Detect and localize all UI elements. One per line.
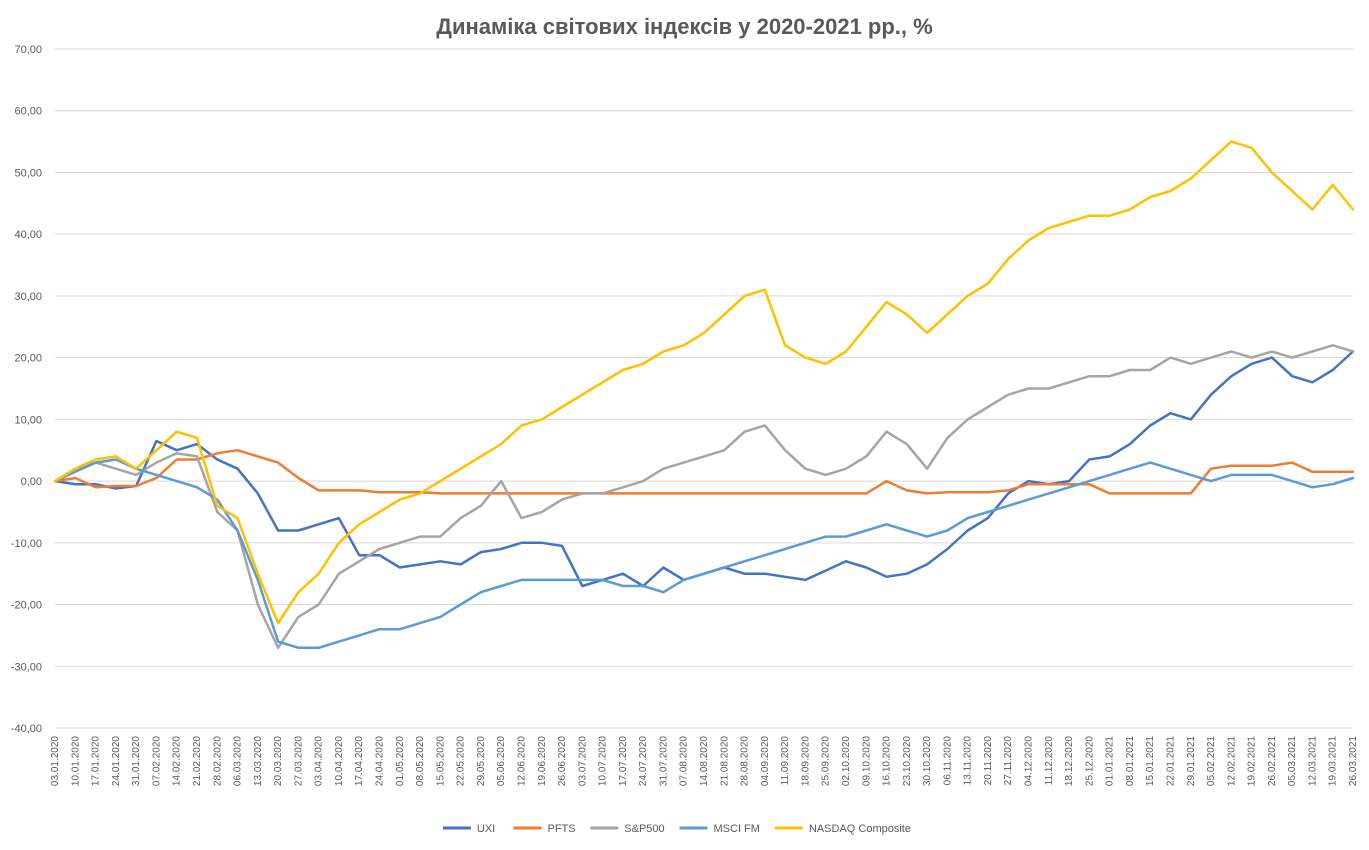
x-tick-label: 19.02.2021 — [1247, 736, 1258, 786]
x-tick-label: 15.01.2021 — [1145, 736, 1156, 786]
y-tick-label: 20,00 — [14, 353, 42, 365]
x-tick-label: 07.02.2020 — [151, 736, 162, 786]
x-tick-label: 10.07.2020 — [598, 736, 609, 786]
legend-label: NASDAQ Composite — [809, 823, 911, 835]
x-tick-label: 23.10.2020 — [902, 736, 913, 786]
legend-item: UXI — [442, 823, 495, 835]
x-tick-label: 13.11.2020 — [963, 736, 974, 786]
x-tick-label: 22.01.2021 — [1165, 736, 1176, 786]
series-lines — [53, 140, 1355, 650]
y-tick-label: 50,00 — [14, 167, 42, 179]
legend-label: MSCI FM — [714, 823, 760, 835]
x-tick-label: 28.08.2020 — [740, 736, 751, 786]
x-tick-label: 25.12.2020 — [1084, 736, 1095, 786]
x-tick-label: 02.10.2020 — [841, 736, 852, 786]
x-tick-label: 03.01.2020 — [50, 736, 61, 786]
chart-title: Динаміка світових індексів у 2020-2021 р… — [436, 14, 933, 39]
x-tick-label: 29.01.2021 — [1186, 736, 1197, 786]
x-tick-label: 05.02.2021 — [1206, 736, 1217, 786]
x-tick-label: 14.08.2020 — [699, 736, 710, 786]
x-tick-label: 24.01.2020 — [111, 736, 122, 786]
legend-item: NASDAQ Composite — [774, 823, 911, 835]
x-tick-label: 06.03.2020 — [233, 736, 244, 786]
legend: UXI PFTS S&P500 MSCI FM NASDAQ Composite — [442, 823, 911, 835]
x-tick-label: 11.12.2020 — [1044, 736, 1055, 786]
x-tick-label: 27.03.2020 — [293, 736, 304, 786]
y-tick-label: 0,00 — [21, 476, 42, 488]
x-tick-label: 31.07.2020 — [658, 736, 669, 786]
x-tick-label: 12.03.2021 — [1307, 736, 1318, 786]
x-tick-label: 26.06.2020 — [557, 736, 568, 786]
y-tick-label: -40,00 — [11, 723, 42, 735]
x-tick-label: 03.07.2020 — [577, 736, 588, 786]
x-tick-label: 17.04.2020 — [354, 736, 365, 786]
x-tick-label: 10.01.2020 — [70, 736, 81, 786]
legend-label: S&P500 — [624, 823, 664, 835]
x-tick-label: 17.01.2020 — [91, 736, 102, 786]
x-tick-label: 17.07.2020 — [618, 736, 629, 786]
legend-item: S&P500 — [590, 823, 665, 835]
y-tick-label: -30,00 — [11, 661, 42, 673]
x-tick-label: 01.01.2021 — [1105, 736, 1116, 786]
x-tick-label: 19.03.2021 — [1328, 736, 1339, 786]
x-tick-label: 03.04.2020 — [314, 736, 325, 786]
x-tick-label: 15.05.2020 — [435, 736, 446, 786]
y-tick-label: 60,00 — [14, 106, 42, 118]
x-tick-label: 20.11.2020 — [983, 736, 994, 786]
x-tick-label: 07.08.2020 — [679, 736, 690, 786]
y-tick-label: 70,00 — [14, 44, 42, 56]
legend-label: UXI — [477, 823, 495, 835]
series-line-msci-fm — [53, 458, 1355, 650]
x-tick-label: 10.04.2020 — [334, 736, 345, 786]
x-tick-label: 24.07.2020 — [638, 736, 649, 786]
x-tick-label: 14.02.2020 — [172, 736, 183, 786]
x-tick-label: 11.09.2020 — [780, 736, 791, 786]
legend-item: PFTS — [513, 823, 576, 835]
x-tick-label: 24.04.2020 — [375, 736, 386, 786]
gridlines — [55, 48, 1353, 729]
series-line-pfts — [53, 448, 1355, 495]
series-line-nasdaq-composite — [53, 140, 1355, 625]
x-tick-label: 06.11.2020 — [942, 736, 953, 786]
y-tick-label: -10,00 — [11, 538, 42, 550]
legend-item: MSCI FM — [679, 823, 760, 835]
x-tick-label: 26.03.2021 — [1348, 736, 1359, 786]
x-tick-label: 20.03.2020 — [273, 736, 284, 786]
y-tick-label: 40,00 — [14, 229, 42, 241]
series-line-s-p500 — [53, 344, 1355, 650]
x-tick-label: 31.01.2020 — [131, 736, 142, 786]
x-tick-label: 30.10.2020 — [922, 736, 933, 786]
y-tick-label: -20,00 — [11, 600, 42, 612]
x-tick-label: 04.09.2020 — [760, 736, 771, 786]
x-tick-label: 19.06.2020 — [537, 736, 548, 786]
x-tick-label: 21.08.2020 — [719, 736, 730, 786]
x-tick-label: 04.12.2020 — [1024, 736, 1035, 786]
x-tick-label: 08.01.2021 — [1125, 736, 1136, 786]
x-tick-label: 26.02.2021 — [1267, 736, 1278, 786]
x-tick-label: 28.02.2020 — [212, 736, 223, 786]
x-tick-label: 01.05.2020 — [395, 736, 406, 786]
x-tick-label: 18.12.2020 — [1064, 736, 1075, 786]
x-tick-label: 05.06.2020 — [496, 736, 507, 786]
y-tick-label: 10,00 — [14, 414, 42, 426]
x-tick-label: 29.05.2020 — [476, 736, 487, 786]
x-tick-label: 12.06.2020 — [516, 736, 527, 786]
x-tick-label: 05.03.2021 — [1287, 736, 1298, 786]
x-tick-label: 09.10.2020 — [861, 736, 872, 786]
x-tick-label: 18.09.2020 — [800, 736, 811, 786]
x-tick-label: 27.11.2020 — [1003, 736, 1014, 786]
y-axis-ticks: 70,00 60,00 50,00 40,00 30,00 20,00 10,00 0,00 -… — [11, 44, 42, 735]
x-tick-label: 22.05.2020 — [456, 736, 467, 786]
x-tick-label: 16.10.2020 — [882, 736, 893, 786]
legend-label: PFTS — [548, 823, 576, 835]
x-tick-label: 21.02.2020 — [192, 736, 203, 786]
x-tick-label: 25.09.2020 — [821, 736, 832, 786]
y-tick-label: 30,00 — [14, 291, 42, 303]
x-tick-label: 13.03.2020 — [253, 736, 264, 786]
x-tick-label: 12.02.2021 — [1226, 736, 1237, 786]
x-axis-ticks: 03.01.2020 10.01.2020 17.01.2020 24.01.2020… — [50, 736, 1359, 786]
x-tick-label: 08.05.2020 — [415, 736, 426, 786]
